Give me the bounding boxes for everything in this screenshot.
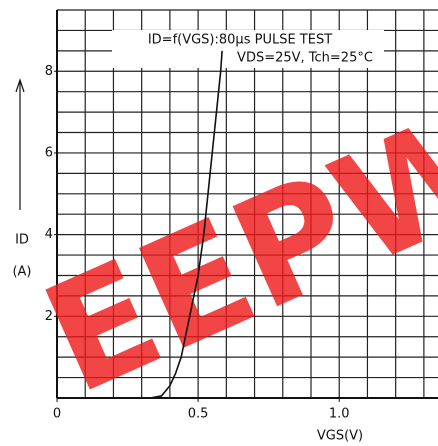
x-axis-label: VGS(V) [317, 429, 363, 444]
x-tick-label: 0 [53, 407, 61, 422]
y-tick-label: 8 [45, 64, 53, 79]
y-tick-label: 6 [45, 145, 53, 160]
y-axis-unit: (A) [12, 265, 31, 280]
y-tick-label: 4 [45, 227, 53, 242]
x-tick-label: 1.0 [329, 407, 350, 422]
annotation: ID=f(VGS):80μs PULSE TEST [148, 33, 332, 48]
arrow-head [15, 78, 25, 93]
annotation: VDS=25V, Tch=25°C [237, 51, 373, 66]
grid [56, 9, 438, 399]
y-tick-label: 2 [45, 309, 53, 324]
data-line [149, 50, 223, 399]
y-axis-label: ID [15, 233, 29, 248]
watermark: EEPW [21, 74, 438, 428]
x-tick-label: 0.5 [188, 407, 209, 422]
annotation-box [112, 30, 384, 68]
